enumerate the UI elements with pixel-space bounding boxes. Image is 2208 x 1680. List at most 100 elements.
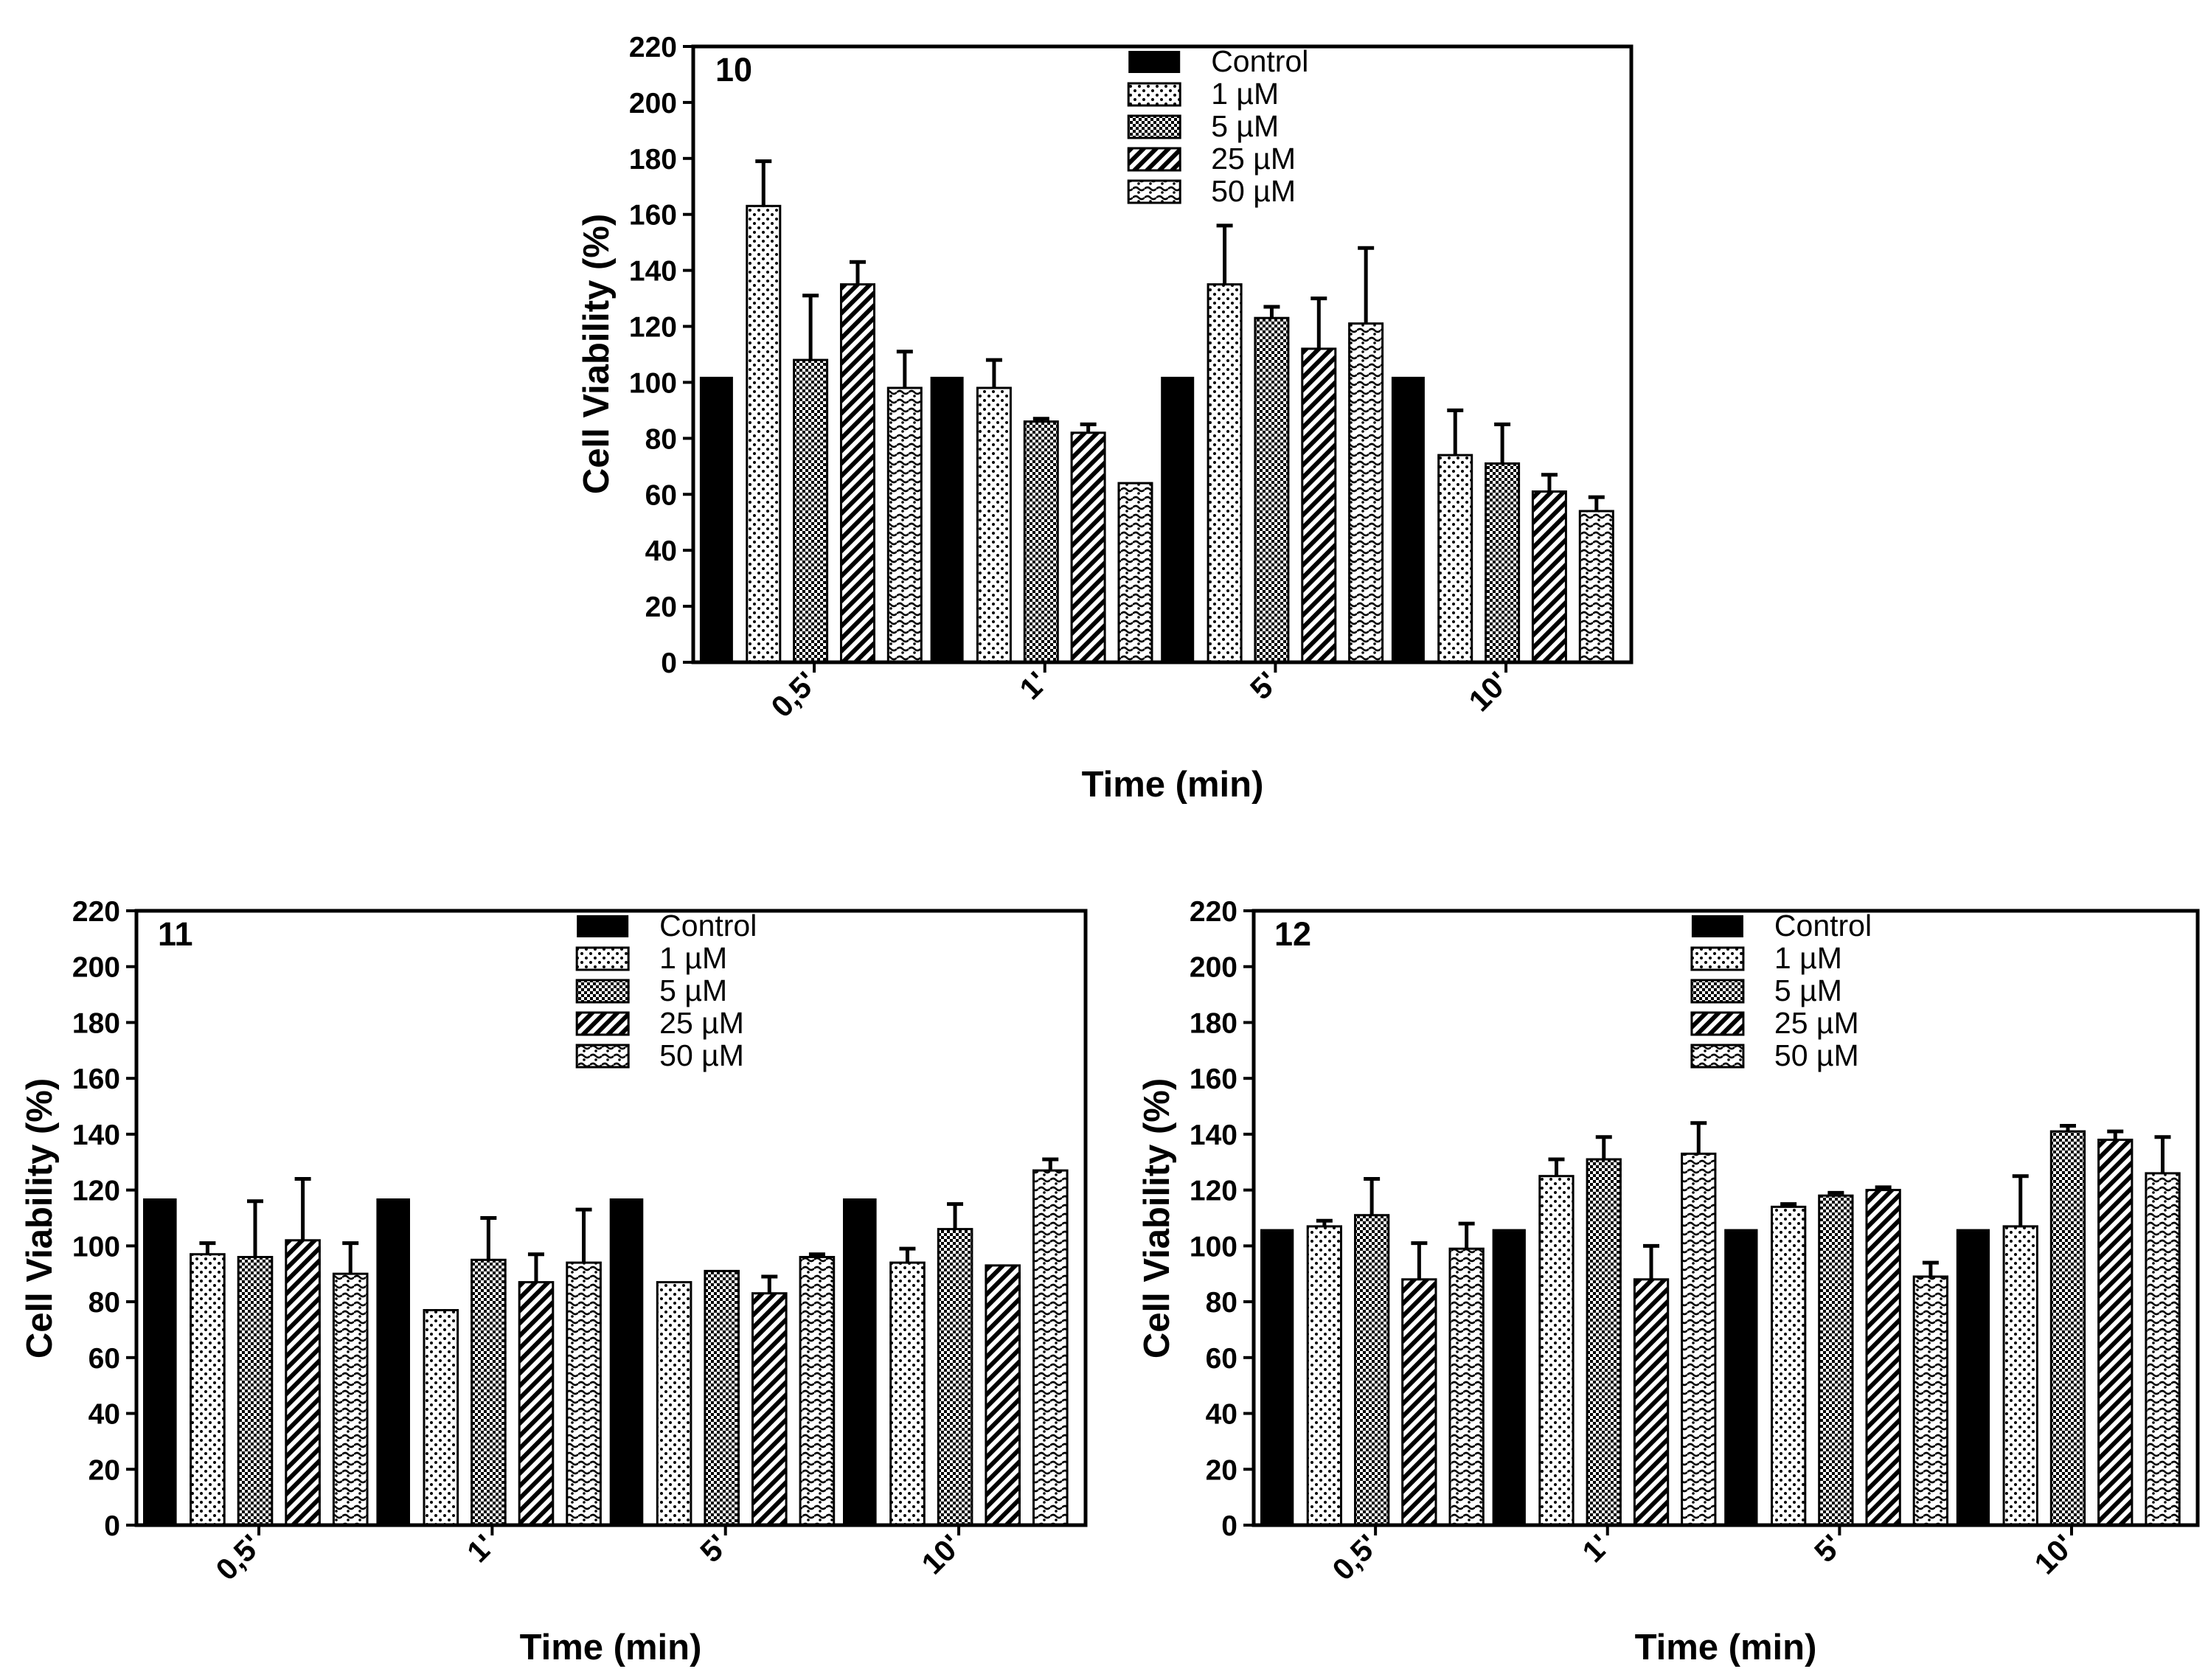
y-tick-label: 180 bbox=[629, 144, 677, 176]
x-tick-label: 1' bbox=[1576, 1528, 1617, 1569]
y-axis-title-10: Cell Viability (%) bbox=[577, 214, 617, 494]
y-tick-label: 220 bbox=[72, 896, 120, 928]
bar-25um-2 bbox=[518, 1281, 555, 1527]
y-tick-label: 220 bbox=[1190, 896, 1237, 928]
bar-1um-1 bbox=[190, 1253, 226, 1527]
bar-5um-4 bbox=[1485, 462, 1521, 664]
x-tick-label: 1' bbox=[460, 1528, 501, 1569]
x-tick-label: 5' bbox=[1243, 665, 1285, 707]
bar-5um-1 bbox=[1354, 1214, 1390, 1527]
legend-swatch-control bbox=[577, 915, 629, 937]
bar-control-1 bbox=[699, 376, 733, 662]
x-tick-label: 5' bbox=[694, 1528, 735, 1569]
y-tick-label: 40 bbox=[88, 1399, 120, 1431]
y-tick-label: 80 bbox=[88, 1287, 120, 1319]
bar-control-1 bbox=[143, 1198, 177, 1525]
legend-swatch-50um bbox=[575, 1044, 630, 1069]
bar-50um-2 bbox=[566, 1261, 602, 1527]
chart-panel-12: 0 20 40 60 80 100 120 140 160 180 200 220 0,5' 1' 5' 10… bbox=[1137, 896, 2200, 1667]
legend-label-25um: 25 µM bbox=[1211, 142, 1296, 176]
y-tick-label: 120 bbox=[72, 1176, 120, 1207]
bar-50um-2 bbox=[1117, 482, 1153, 664]
bar-5um-3 bbox=[1818, 1194, 1854, 1527]
bar-25um-2 bbox=[1070, 431, 1106, 664]
bar-1um-2 bbox=[423, 1309, 459, 1527]
y-tick-label: 80 bbox=[645, 423, 677, 455]
bar-5um-4 bbox=[2049, 1130, 2086, 1527]
bar-5um-3 bbox=[1254, 316, 1290, 664]
bar-50um-3 bbox=[799, 1256, 836, 1527]
y-tick-label: 220 bbox=[629, 32, 677, 63]
bar-50um-3 bbox=[1348, 322, 1384, 664]
x-axis-title-12: Time (min) bbox=[1635, 1628, 1817, 1667]
bar-25um-1 bbox=[285, 1239, 321, 1527]
y-tick-label: 40 bbox=[1206, 1399, 1237, 1431]
bar-1um-1 bbox=[746, 204, 782, 664]
bar-5um-2 bbox=[1586, 1158, 1622, 1527]
x-tick-label: 5' bbox=[1808, 1528, 1849, 1569]
bar-50um-4 bbox=[2145, 1172, 2181, 1527]
x-tick-label: 0,5' bbox=[1326, 1528, 1385, 1587]
legend-swatch-5um bbox=[575, 979, 630, 1004]
legend-label-5um: 5 µM bbox=[1211, 109, 1279, 143]
chart-panel-10: 0 20 40 60 80 100 120 140 160 180 200 220 0,5' 1' 5' 10… bbox=[577, 32, 1634, 805]
legend-swatch-5um bbox=[1127, 114, 1181, 139]
y-tick-label: 200 bbox=[72, 952, 120, 984]
y-tick-label: 40 bbox=[645, 535, 677, 567]
legend-label-25um: 25 µM bbox=[659, 1006, 744, 1040]
x-axis-title-10: Time (min) bbox=[1082, 765, 1264, 805]
legend-swatch-50um bbox=[1690, 1044, 1745, 1069]
bar-25um-1 bbox=[840, 283, 875, 664]
y-tick-label: 120 bbox=[1190, 1176, 1237, 1207]
bar-1um-4 bbox=[1437, 454, 1473, 664]
y-tick-label: 0 bbox=[661, 648, 677, 679]
y-tick-label: 0 bbox=[1221, 1510, 1237, 1542]
legend-swatch-1um bbox=[1690, 946, 1745, 971]
bar-50um-2 bbox=[1681, 1152, 1717, 1527]
legend-label-control: Control bbox=[1211, 44, 1308, 78]
y-tick-label: 100 bbox=[1190, 1231, 1237, 1263]
bar-50um-1 bbox=[1448, 1247, 1485, 1527]
bar-1um-4 bbox=[2002, 1225, 2038, 1527]
bar-50um-4 bbox=[1032, 1169, 1069, 1527]
y-tick-label: 20 bbox=[645, 591, 677, 623]
legend-label-1um: 1 µM bbox=[1211, 77, 1279, 111]
y-tick-label: 160 bbox=[1190, 1063, 1237, 1095]
y-tick-label: 60 bbox=[645, 479, 677, 511]
bar-25um-2 bbox=[1633, 1278, 1670, 1527]
bar-5um-3 bbox=[704, 1269, 740, 1527]
y-tick-label: 200 bbox=[629, 88, 677, 119]
legend-label-5um: 5 µM bbox=[659, 973, 727, 1007]
legend-swatch-25um bbox=[1690, 1011, 1745, 1036]
bar-1um-4 bbox=[889, 1261, 926, 1527]
bar-5um-1 bbox=[793, 358, 829, 664]
x-tick-label: 0,5' bbox=[209, 1528, 268, 1587]
legend-label-1um: 1 µM bbox=[659, 941, 727, 975]
bar-25um-3 bbox=[1865, 1189, 1901, 1527]
y-tick-label: 20 bbox=[1206, 1454, 1237, 1486]
legend-label-50um: 50 µM bbox=[659, 1038, 744, 1072]
y-tick-label: 160 bbox=[72, 1063, 120, 1095]
bar-control-4 bbox=[1956, 1229, 1990, 1525]
bar-1um-2 bbox=[1538, 1175, 1575, 1527]
bar-1um-1 bbox=[1306, 1225, 1342, 1527]
y-tick-label: 140 bbox=[1190, 1120, 1237, 1151]
panel-label-10: 10 bbox=[715, 51, 752, 88]
bar-25um-3 bbox=[1301, 347, 1337, 664]
legend-label-50um: 50 µM bbox=[1211, 174, 1296, 208]
x-tick-label: 10' bbox=[2028, 1528, 2081, 1581]
y-axis-title-11: Cell Viability (%) bbox=[20, 1078, 60, 1358]
bar-control-4 bbox=[843, 1198, 877, 1525]
panel-label-11: 11 bbox=[158, 915, 193, 953]
y-tick-label: 120 bbox=[629, 312, 677, 344]
bar-25um-1 bbox=[1401, 1278, 1437, 1527]
plot-frame bbox=[691, 44, 1634, 664]
legend-label-control: Control bbox=[659, 909, 757, 943]
legend-label-25um: 25 µM bbox=[1774, 1006, 1859, 1040]
legend-swatch-5um bbox=[1690, 979, 1745, 1004]
bar-control-3 bbox=[1724, 1229, 1758, 1525]
bar-1um-3 bbox=[1207, 283, 1243, 664]
legend-label-1um: 1 µM bbox=[1774, 941, 1842, 975]
chart-panel-11: 0 20 40 60 80 100 120 140 160 180 200 220 0,5' 1' 5' 10… bbox=[20, 896, 1088, 1667]
